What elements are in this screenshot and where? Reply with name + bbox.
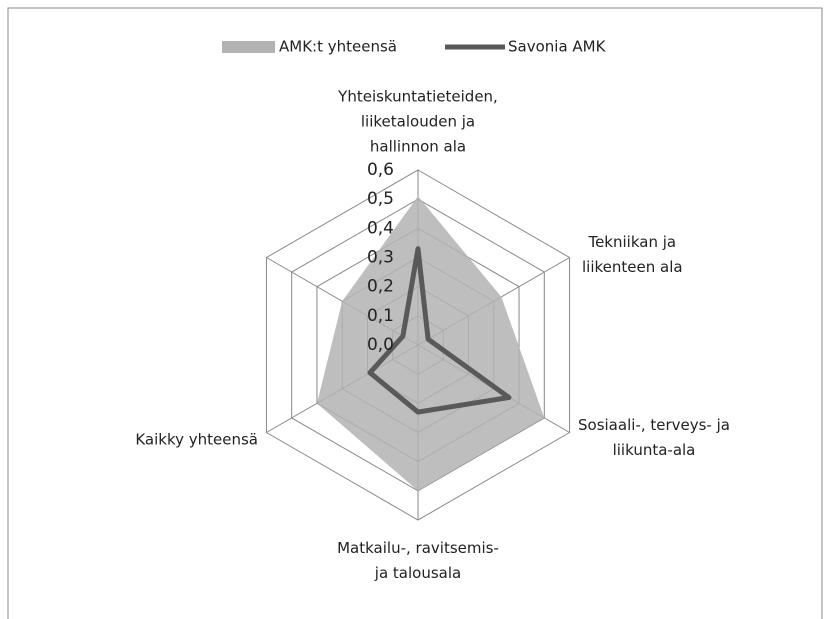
tick-label: 0,6: [367, 160, 394, 180]
legend-label: AMK:t yhteensä: [279, 37, 397, 56]
tick-label: 0,1: [367, 306, 394, 326]
legend-swatch: [222, 41, 275, 53]
axis-label: Matkailu-, ravitsemis- ja talousala: [337, 539, 499, 582]
axis-label: Sosiaali-, terveys- ja liikunta-ala: [578, 416, 730, 459]
tick-label: 0,0: [367, 335, 394, 355]
tick-label: 0,5: [367, 189, 394, 209]
line: [367, 246, 512, 415]
tick-label: 0,4: [367, 218, 394, 238]
frame: [7, 7, 823, 619]
axis-label: Tekniikan ja liikenteen ala: [582, 233, 683, 276]
axis-label: Kaikky yhteensä: [135, 430, 258, 449]
tick-label: 0,2: [367, 277, 394, 297]
axis-label: Yhteiskuntatieteiden, liiketalouden ja h…: [338, 87, 498, 156]
legend-label: Savonia AMK: [508, 37, 606, 56]
tick-label: 0,3: [367, 248, 394, 268]
